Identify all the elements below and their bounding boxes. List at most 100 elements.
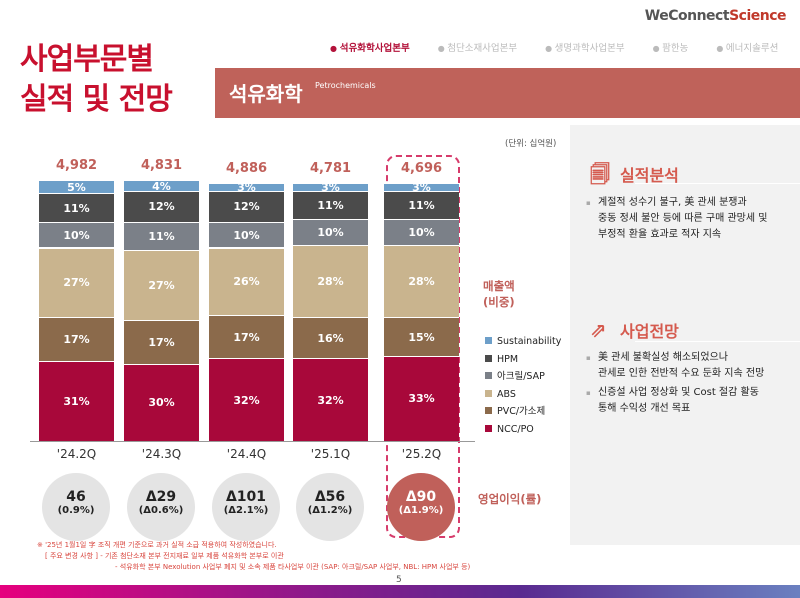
bar-segment: 5% [39,180,114,194]
total-label: 4,982 [55,158,98,174]
page-number: 5 [396,575,402,585]
op-value: Δ56 [314,489,346,505]
data-label: 10% [317,226,344,239]
bar-segment: 12% [124,190,199,222]
bar-segment: 30% [124,363,199,441]
nav-energy-solution[interactable]: 에너지솔루션 [716,40,778,54]
data-label: 11% [148,229,175,243]
legend-item: PVC/가소제 [485,403,561,421]
nav-petrochemicals[interactable]: 석유화학사업본부 [330,40,410,54]
data-label: 28% [408,275,435,289]
legend-item: NCC/PO [485,421,561,439]
bar-segment: 17% [209,314,284,359]
bar: 30% 17% 27% 11% 12% 4% [124,150,199,550]
op-margin: (Δ1.9%) [398,505,444,516]
bar-segment: 27% [39,247,114,318]
x-tick-label: '25.1Q [310,447,351,461]
footer-bar [0,585,800,598]
data-label: 4% [152,179,171,193]
bar-segment: 31% [39,361,114,441]
data-label: 27% [63,276,90,290]
x-tick-label: '24.2Q [56,447,97,461]
data-label: 12% [233,200,260,214]
bar-segment: 10% [209,221,284,248]
bar-segment: 32% [209,358,284,441]
division-nav: 석유화학사업본부 첨단소재사업본부 생명과학사업본부 팜한농 에너지솔루션 [330,40,779,54]
data-label: 10% [233,228,260,242]
operating-profit-circle: Δ90 (Δ1.9%) [387,473,455,541]
data-label: 10% [408,226,435,239]
legend-swatch [485,354,492,362]
op-value: 46 [66,489,86,505]
x-axis [30,441,475,442]
data-label: 30% [148,396,175,410]
bar-segment: 27% [124,250,199,320]
section-subtitle: Petrochemicals [315,81,376,90]
data-label: 16% [317,331,344,345]
bar-segment: 11% [293,190,368,220]
data-label: 3% [321,180,340,194]
bar: 32% 16% 28% 10% 11% 3% [293,150,368,550]
footnotes: ※ '25년 1월1일 字 조직 개편 기준으로 과거 실적 소급 적용하여 작… [37,541,471,571]
data-label: 11% [317,198,344,212]
bar-segment: 11% [39,193,114,222]
legend-swatch [485,337,492,344]
bar-segment: 12% [209,190,284,222]
nav-life-sciences[interactable]: 생명과학사업본부 [545,40,625,54]
bar: 32% 17% 26% 10% 12% 3% [209,150,284,550]
page-title: 사업부문별 실적 및 전망 [20,42,173,117]
bar-segment: 32% [293,358,368,441]
bar-segment: 33% [384,355,459,441]
data-label: 3% [412,180,431,194]
legend-swatch [485,424,492,432]
data-label: 31% [63,395,90,408]
bar-segment: 17% [39,317,114,362]
data-label: 17% [148,335,175,349]
bar-segment: 17% [124,319,199,364]
bar-segment: 11% [124,221,199,251]
data-label: 27% [148,278,175,292]
bar-segment: 10% [293,219,368,245]
operating-profit-circle: Δ56 (Δ1.2%) [296,473,364,541]
operating-profit-circle: 46 (0.9%) [42,473,110,541]
bar: 33% 15% 28% 10% 11% 3% [384,150,459,550]
op-value: Δ29 [145,489,177,505]
bar-segment: 11% [384,190,459,220]
stacked-bar-chart: 31% 17% 27% 10% 11% 5% 4,982 '24.2Q 46 (0.9%) 30% 1… [0,150,480,550]
data-label: 3% [237,180,256,194]
legend-item: Sustainability [485,333,561,351]
legend: Sustainability HPM 아크릴/SAP ABS PVC/가소제 NCC/PO [485,333,561,438]
bar-segment: 26% [209,247,284,315]
data-label: 17% [63,333,90,347]
operating-profit-circle: Δ29 (Δ0.6%) [127,473,195,541]
x-tick-label: '25.2Q [401,447,442,461]
section-header: 석유화학 Petrochemicals [215,68,800,118]
bar-segment: 10% [384,219,459,245]
op-value: Δ90 [405,489,437,505]
bar-segment: 16% [293,317,368,359]
company-logo: WeConnectScience [644,8,787,24]
bar-segment: 3% [384,180,459,194]
data-label: 11% [408,198,435,212]
sales-label: 매출액 (비중) [483,279,515,309]
growth-person-icon: ⇗ [590,318,607,342]
legend-swatch [485,372,492,379]
bar-segment: 15% [384,317,459,356]
data-label: 11% [63,201,90,215]
bar-segment: 28% [384,244,459,318]
op-margin: (Δ1.2%) [307,505,353,516]
operating-profit-circle: Δ101 (Δ2.1%) [212,473,280,541]
data-label: 15% [408,330,435,344]
nav-farmhannong[interactable]: 팜한농 [653,40,688,54]
outlook-heading: ⇗ 사업전망 [590,318,679,342]
legend-item: 아크릴/SAP [485,368,561,386]
total-label: 4,886 [225,161,268,176]
analysis-heading: 🗐 실적분석 [590,160,679,194]
x-tick-label: '24.3Q [141,447,182,461]
nav-advanced-materials[interactable]: 첨단소재사업본부 [438,40,517,54]
data-label: 26% [233,275,260,289]
total-label: 4,696 [400,161,443,176]
